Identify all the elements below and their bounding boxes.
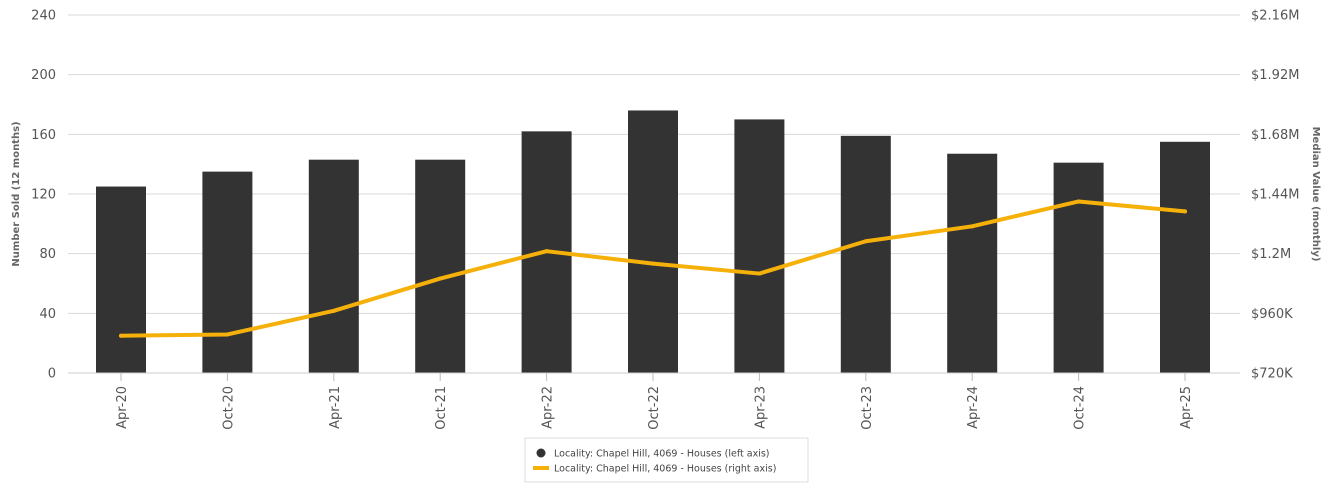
x-tick-label: Apr-23 [753,386,768,429]
right-tick-label: $2.16M [1251,9,1299,24]
left-tick-label: 240 [31,9,56,24]
left-tick-label: 40 [39,307,56,322]
bar [628,110,678,373]
bar [947,153,998,373]
bar [202,171,253,373]
line-point [970,224,975,229]
x-tick-label: Apr-20 [115,386,130,429]
bar [1160,141,1210,373]
line-point [544,249,549,254]
right-tick-label: $1.44M [1251,188,1299,203]
right-axis-title: Median Value (monthly) [1310,127,1321,262]
legend-box [524,437,809,483]
line-point [757,271,762,276]
left-tick-label: 0 [48,367,56,382]
legend-marker-bar [536,448,546,458]
line-point [225,332,230,337]
x-tick-label: Oct-24 [1073,386,1088,430]
left-tick-label: 160 [31,128,56,143]
right-tick-label: $1.2M [1251,247,1291,262]
bar [840,135,891,373]
right-tick-label: $960K [1251,307,1293,322]
bar [96,186,146,373]
left-axis-title: Number Sold (12 months) [11,121,22,266]
line-point [1183,209,1187,214]
bar [415,159,466,373]
right-tick-label: $1.92M [1251,68,1299,83]
x-tick-label: Apr-22 [541,386,556,429]
x-tick-label: Oct-23 [860,386,875,430]
x-tick-label: Apr-21 [328,386,343,429]
legend-label-bar: Locality: Chapel Hill, 4069 - Houses (le… [554,449,770,460]
x-tick-label: Oct-22 [647,386,662,430]
line-point [651,261,655,266]
x-tick-label: Apr-25 [1179,386,1194,429]
x-tick-label: Apr-24 [966,386,981,429]
left-tick-label: 200 [31,68,56,83]
bar [734,119,785,374]
bar [308,159,359,373]
line-point [1076,199,1081,204]
line-point [863,239,868,244]
legend-label-line: Locality: Chapel Hill, 4069 - Houses (ri… [554,464,776,475]
line-point [331,308,336,313]
line-point [438,276,443,281]
x-tick-label: Oct-20 [221,386,236,430]
right-tick-label: $720K [1251,367,1293,382]
left-tick-label: 80 [39,247,56,262]
line-point [119,333,123,338]
right-tick-label: $1.68M [1251,128,1299,143]
left-tick-label: 120 [31,188,56,203]
legend-marker-line [533,466,549,470]
x-tick-label: Oct-21 [434,386,449,430]
bar [1053,162,1104,373]
